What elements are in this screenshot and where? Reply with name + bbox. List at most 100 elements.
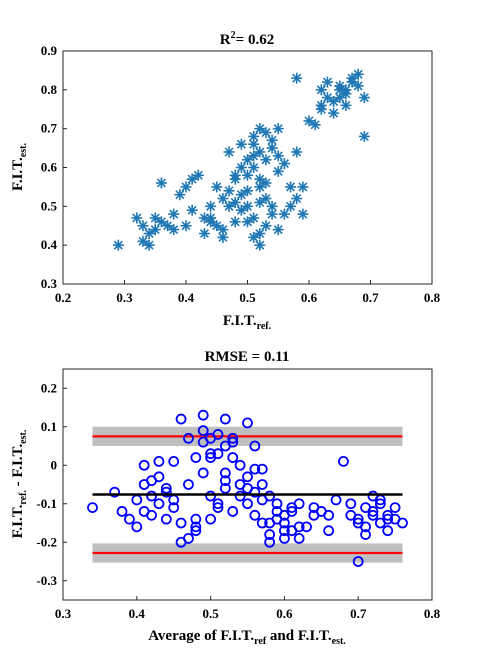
data-point-asterisk <box>235 204 247 216</box>
data-point-circle <box>249 463 261 475</box>
bottom-y-tick-label: -0.1 <box>36 496 57 511</box>
data-point-asterisk <box>217 231 229 243</box>
data-point-circle <box>197 467 209 479</box>
data-point-asterisk <box>168 208 180 220</box>
bottom-x-tick-label: 0.6 <box>276 606 293 621</box>
bottom-y-tick-label: 0.2 <box>41 380 57 395</box>
top-x-tick-label: 0.2 <box>55 290 71 305</box>
data-point-asterisk <box>168 224 180 236</box>
data-point-circle <box>205 452 217 463</box>
data-point-asterisk <box>254 239 266 251</box>
data-point-asterisk <box>223 185 235 197</box>
top-x-tick-label: 0.4 <box>178 290 195 305</box>
top-x-ticks: 0.2 0.3 0.4 0.5 0.6 0.7 0.8 <box>55 280 441 305</box>
top-x-tick-label: 0.3 <box>116 290 133 305</box>
data-point-asterisk <box>272 150 284 162</box>
data-point-asterisk <box>352 80 364 92</box>
data-point-circle <box>264 529 276 540</box>
top-x-axis-label: F.I.T.ref. <box>223 313 272 332</box>
bottom-y-tick-label: 0 <box>51 457 58 472</box>
data-point-circle <box>153 455 165 467</box>
data-point-asterisk <box>291 72 303 84</box>
data-point-circle <box>146 490 157 502</box>
data-point-asterisk <box>180 220 192 232</box>
data-point-asterisk <box>180 181 192 193</box>
data-point-asterisk <box>254 173 266 185</box>
data-point-circle <box>183 533 194 544</box>
data-point-circle <box>227 452 239 463</box>
data-point-asterisk <box>205 200 217 212</box>
data-point-circle <box>249 440 261 452</box>
data-point-asterisk <box>242 216 253 228</box>
data-point-circle <box>124 513 135 525</box>
data-point-circle <box>197 425 209 437</box>
data-point-circle <box>293 521 305 533</box>
data-point-asterisk <box>321 92 333 104</box>
data-point-circle <box>116 506 128 517</box>
data-point-asterisk <box>334 84 346 96</box>
data-point-circle <box>360 521 371 533</box>
data-point-asterisk <box>131 212 143 224</box>
data-point-circle <box>175 413 187 425</box>
data-point-circle <box>389 502 401 514</box>
data-point-asterisk <box>248 212 260 224</box>
top-y-tick-label: 0.4 <box>41 237 58 252</box>
data-point-asterisk <box>254 123 266 135</box>
data-point-circle <box>256 479 268 490</box>
data-point-asterisk <box>278 158 290 170</box>
top-y-tick-label: 0.9 <box>41 43 58 58</box>
data-point-circle <box>242 498 253 510</box>
top-y-tick-label: 0.5 <box>41 198 58 213</box>
data-point-asterisk <box>254 146 266 158</box>
data-point-asterisk <box>315 84 327 96</box>
data-point-asterisk <box>297 181 309 193</box>
data-point-circle <box>360 529 371 540</box>
data-point-asterisk <box>198 212 210 224</box>
data-point-asterisk <box>235 162 247 173</box>
data-point-circle <box>183 432 194 444</box>
data-point-circle <box>183 479 194 490</box>
bottom-y-tick-label: -0.2 <box>36 534 57 549</box>
data-point-circle <box>256 517 268 529</box>
data-point-circle <box>278 509 290 521</box>
data-point-circle <box>160 482 172 494</box>
data-point-asterisk <box>260 154 272 166</box>
data-point-circle <box>227 436 239 448</box>
data-point-asterisk <box>248 231 260 243</box>
bottom-x-ticks: 0.3 0.4 0.5 0.6 0.7 0.8 <box>55 596 441 621</box>
data-point-circle <box>168 502 180 514</box>
data-point-asterisk <box>149 224 161 236</box>
data-point-asterisk <box>242 169 253 181</box>
data-point-circle <box>264 517 276 529</box>
data-point-circle <box>271 498 283 510</box>
data-point-asterisk <box>266 208 278 220</box>
bottom-x-tick-label: 0.7 <box>350 606 367 621</box>
data-point-circle <box>301 521 312 533</box>
data-point-asterisk <box>358 92 370 104</box>
bottom-x-tick-label: 0.8 <box>424 606 441 621</box>
data-point-circle <box>330 494 342 506</box>
data-point-asterisk <box>340 99 352 111</box>
data-point-asterisk <box>174 189 186 201</box>
bottom-x-tick-label: 0.3 <box>55 606 72 621</box>
bottom-y-ticks: 0.2 0.1 0 -0.1 -0.2 -0.3 <box>36 380 67 588</box>
data-point-circle <box>227 432 239 444</box>
data-point-asterisk <box>112 239 124 251</box>
data-point-circle <box>190 521 202 533</box>
data-point-circle <box>345 498 357 510</box>
data-point-circle <box>131 521 143 533</box>
data-point-asterisk <box>260 220 272 232</box>
data-point-asterisk <box>211 181 223 193</box>
data-point-circle <box>160 486 172 498</box>
data-point-asterisk <box>254 181 266 193</box>
data-point-asterisk <box>260 127 272 139</box>
data-point-circle <box>138 459 150 471</box>
data-point-asterisk <box>272 123 284 135</box>
data-point-asterisk <box>328 107 340 119</box>
data-point-asterisk <box>143 228 155 240</box>
data-point-asterisk <box>248 162 260 173</box>
data-point-circle <box>205 490 217 502</box>
data-point-asterisk <box>291 193 303 205</box>
data-point-circle <box>323 525 335 537</box>
bottom-y-axis-label: F.I.T.ref. - F.I.T.est. <box>10 429 29 538</box>
